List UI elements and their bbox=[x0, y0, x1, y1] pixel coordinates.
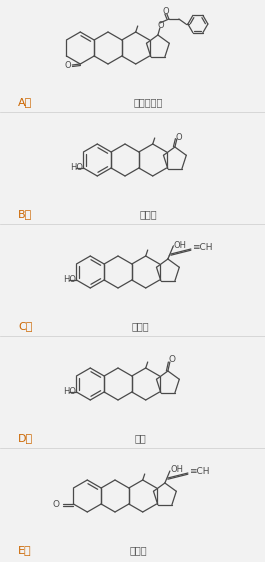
Text: O: O bbox=[176, 133, 182, 142]
Text: O: O bbox=[168, 356, 175, 365]
Text: A．: A． bbox=[18, 97, 32, 107]
Text: 雌酮: 雌酮 bbox=[134, 433, 146, 443]
Text: 匈雌醇: 匈雌醇 bbox=[131, 321, 149, 331]
Text: ≡CH: ≡CH bbox=[192, 242, 212, 252]
Text: 苯丙酸诺龙: 苯丙酸诺龙 bbox=[133, 97, 163, 107]
Text: 匈诺酮: 匈诺酮 bbox=[129, 545, 147, 555]
Text: HO: HO bbox=[63, 388, 76, 397]
Text: ≡CH: ≡CH bbox=[189, 466, 209, 475]
Text: B．: B． bbox=[18, 209, 32, 219]
Text: D．: D． bbox=[18, 433, 33, 443]
Text: O: O bbox=[158, 20, 164, 29]
Text: O: O bbox=[52, 500, 59, 509]
Text: E．: E． bbox=[18, 545, 32, 555]
Text: OH: OH bbox=[174, 242, 187, 251]
Text: C．: C． bbox=[18, 321, 32, 331]
Text: O: O bbox=[65, 61, 72, 70]
Text: O: O bbox=[162, 7, 169, 16]
Text: HO: HO bbox=[63, 275, 76, 284]
Text: HO: HO bbox=[70, 164, 83, 173]
Text: OH: OH bbox=[171, 465, 184, 474]
Text: 雌二醇: 雌二醇 bbox=[139, 209, 157, 219]
